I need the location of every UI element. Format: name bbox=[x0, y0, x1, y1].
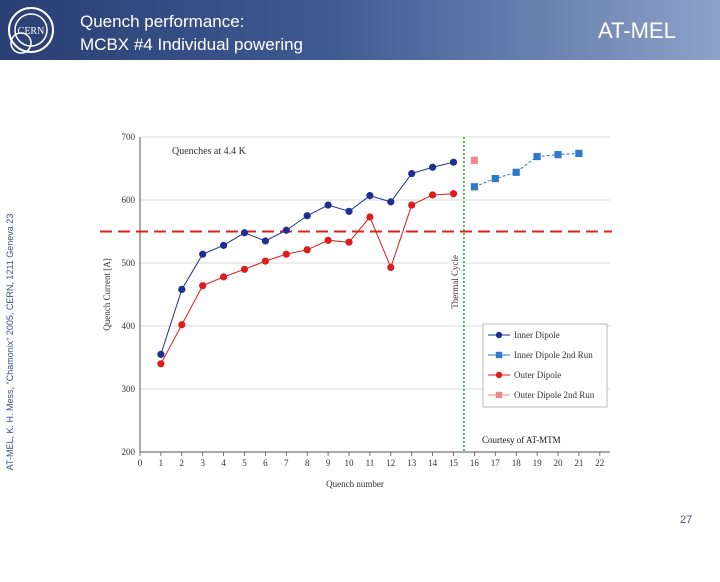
legend-marker bbox=[495, 371, 503, 379]
x-tick-label: 11 bbox=[366, 458, 375, 468]
series-line bbox=[160, 161, 454, 355]
x-tick-label: 19 bbox=[533, 458, 543, 468]
thermal-cycle-label: Thermal Cycle bbox=[450, 255, 460, 309]
x-tick-label: 10 bbox=[345, 458, 355, 468]
data-point bbox=[575, 149, 583, 157]
x-tick-label: 20 bbox=[554, 458, 564, 468]
data-point bbox=[157, 360, 165, 368]
x-tick-label: 0 bbox=[138, 458, 143, 468]
y-tick-label: 500 bbox=[122, 258, 136, 268]
legend-label: Inner Dipole bbox=[514, 330, 560, 340]
data-point bbox=[387, 198, 395, 206]
logo-text: CERN bbox=[18, 26, 45, 37]
courtesy-note: Courtesy of AT-MTM bbox=[482, 435, 561, 445]
x-tick-label: 5 bbox=[242, 458, 247, 468]
y-tick-label: 700 bbox=[122, 132, 136, 142]
y-tick-label: 600 bbox=[122, 195, 136, 205]
series-line bbox=[474, 152, 579, 188]
title-line-1: Quench performance: bbox=[80, 12, 245, 31]
data-point bbox=[240, 229, 249, 237]
x-tick-label: 18 bbox=[512, 458, 522, 468]
data-point bbox=[220, 241, 228, 249]
slide-title: Quench performance: MCBX #4 Individual p… bbox=[80, 10, 303, 56]
y-tick-label: 300 bbox=[122, 384, 136, 394]
data-point bbox=[345, 238, 353, 246]
x-tick-label: 17 bbox=[491, 458, 501, 468]
slide-header: CERN Quench performance: MCBX #4 Individ… bbox=[0, 0, 720, 60]
legend-marker bbox=[495, 331, 503, 339]
data-point bbox=[282, 226, 290, 234]
data-point bbox=[324, 236, 332, 244]
chart-title: Quenches at 4.4 K bbox=[172, 146, 247, 157]
data-point bbox=[512, 168, 520, 176]
x-tick-label: 8 bbox=[305, 458, 310, 468]
data-point bbox=[178, 285, 186, 294]
y-tick-label: 400 bbox=[122, 321, 136, 331]
data-point bbox=[261, 237, 269, 245]
x-axis-label: Quench number bbox=[326, 479, 384, 489]
x-tick-label: 6 bbox=[263, 458, 268, 468]
data-point bbox=[199, 250, 207, 258]
data-point bbox=[303, 246, 311, 254]
data-point bbox=[429, 191, 437, 199]
data-point bbox=[157, 350, 165, 358]
x-tick-label: 9 bbox=[326, 458, 331, 468]
data-point bbox=[470, 156, 478, 164]
x-tick-label: 21 bbox=[574, 458, 583, 468]
legend-marker bbox=[495, 391, 503, 399]
x-tick-label: 7 bbox=[284, 458, 289, 468]
data-point bbox=[449, 190, 458, 198]
data-point bbox=[220, 273, 228, 281]
cern-logo-icon: CERN bbox=[8, 7, 54, 54]
data-point bbox=[408, 169, 416, 178]
x-tick-label: 16 bbox=[470, 458, 480, 468]
side-note: AT-MEL, K. H. Mess, "Chamonix" 2005, CER… bbox=[5, 213, 15, 471]
thermal-cycle-label-bg bbox=[447, 238, 461, 325]
x-tick-label: 12 bbox=[386, 458, 395, 468]
data-point bbox=[533, 152, 541, 161]
x-tick-label: 4 bbox=[221, 458, 226, 468]
data-point bbox=[282, 250, 290, 258]
data-point bbox=[199, 282, 207, 290]
x-tick-label: 22 bbox=[595, 458, 604, 468]
legend-marker bbox=[495, 351, 503, 359]
data-point bbox=[387, 263, 395, 272]
x-tick-label: 13 bbox=[407, 458, 417, 468]
data-point bbox=[345, 207, 353, 215]
legend-label: Outer Dipole bbox=[514, 370, 561, 380]
x-tick-label: 1 bbox=[159, 458, 164, 468]
brand-label: AT-MEL bbox=[598, 18, 676, 43]
data-point bbox=[303, 212, 311, 220]
y-axis-label: Quench Current [A] bbox=[102, 258, 112, 330]
data-point bbox=[366, 213, 374, 221]
x-tick-label: 3 bbox=[200, 458, 205, 468]
data-point bbox=[408, 201, 416, 209]
data-point bbox=[240, 265, 249, 273]
x-tick-label: 15 bbox=[449, 458, 459, 468]
data-point bbox=[491, 174, 499, 183]
data-point bbox=[470, 183, 478, 191]
y-tick-label: 200 bbox=[122, 447, 136, 457]
data-point bbox=[554, 151, 562, 159]
title-line-2: MCBX #4 Individual powering bbox=[80, 35, 304, 54]
page-number: 27 bbox=[680, 514, 693, 526]
data-point bbox=[366, 191, 374, 200]
legend-label: Outer Dipole 2nd Run bbox=[514, 390, 595, 400]
data-point bbox=[261, 257, 269, 265]
legend-box bbox=[482, 323, 608, 408]
data-point bbox=[178, 321, 186, 329]
legend-label: Inner Dipole 2nd Run bbox=[514, 350, 593, 360]
data-point bbox=[324, 201, 332, 209]
x-tick-label: 2 bbox=[180, 458, 185, 468]
data-point bbox=[429, 163, 437, 171]
x-tick-label: 14 bbox=[428, 458, 438, 468]
data-point bbox=[449, 158, 458, 166]
